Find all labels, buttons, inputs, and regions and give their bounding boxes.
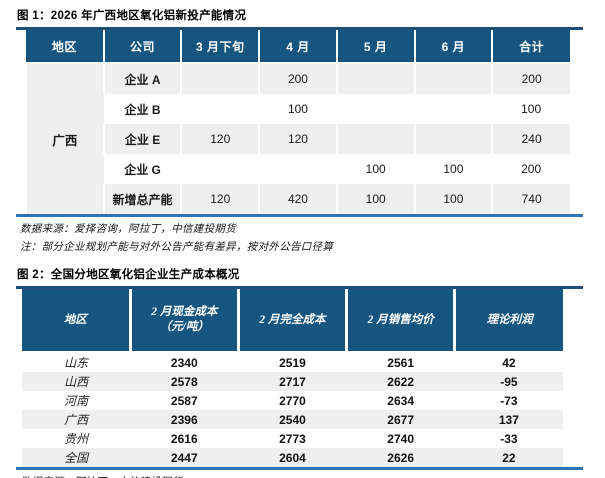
value-cell: -95 — [454, 372, 563, 391]
region-cell: 山东 — [64, 356, 89, 370]
company-cell: 新增总产能 — [102, 184, 182, 214]
value-cell: 2578 — [130, 372, 239, 391]
col-header-late-march: 3 月下旬 — [180, 30, 260, 64]
value-cell: 100 — [521, 102, 542, 116]
table-row: 山东 2340 2519 2561 42 — [22, 352, 563, 372]
value-cell: 2717 — [238, 372, 347, 391]
value-cell — [413, 124, 493, 154]
figure1-title-rule — [16, 27, 583, 30]
company-cell: 企业 B — [124, 102, 161, 117]
value-cell: 200 — [491, 63, 570, 94]
table-row: 企业 E 120 120 240 — [26, 124, 570, 154]
col-header-june: 6 月 — [413, 30, 493, 64]
company-cell: 企业 E — [102, 124, 182, 154]
col-header-avg-price: 2 月销售均价 — [345, 289, 455, 353]
figure1-header-row: 地区 公司 3 月下旬 4 月 5 月 6 月 合计 — [26, 30, 570, 64]
value-cell: 42 — [502, 355, 516, 370]
col-header-cash-cost: 2 月现金成本（元/吨） — [128, 289, 239, 353]
table-row-national: 全国 2447 2604 2626 22 — [22, 448, 563, 467]
value-cell: 2604 — [238, 448, 347, 467]
figure1-bottom-rule — [16, 214, 583, 217]
value-cell — [415, 94, 493, 124]
figure2-header-row: 地区 2 月现金成本（元/吨） 2 月完全成本 2 月销售均价 理论利润 — [22, 289, 563, 353]
value-cell: 137 — [454, 410, 563, 429]
col-header-may: 5 月 — [335, 30, 415, 64]
value-cell: 2540 — [238, 410, 347, 429]
value-cell: 2740 — [387, 431, 414, 446]
value-cell: 740 — [491, 184, 570, 214]
region-cell: 广西 — [25, 63, 104, 214]
value-cell: 420 — [258, 184, 337, 214]
value-cell: 120 — [258, 124, 337, 154]
table-row: 企业 G 100 100 200 — [26, 154, 570, 184]
figure2-cost-table: 地区 2 月现金成本（元/吨） 2 月完全成本 2 月销售均价 理论利润 山东 … — [22, 289, 563, 467]
col-header-region: 地区 — [26, 30, 104, 64]
figure1-title: 图 1：2026 年广西地区氧化铝新投产能情况 — [17, 10, 247, 22]
value-cell — [259, 154, 337, 184]
value-cell — [335, 63, 415, 94]
value-cell: 200 — [258, 63, 337, 94]
table-row: 贵州 2616 2773 2740 -33 — [22, 429, 563, 448]
value-cell: 100 — [413, 184, 493, 214]
table-row: 广西 2396 2540 2677 137 — [22, 410, 563, 429]
value-cell: 22 — [454, 448, 563, 467]
value-cell: 240 — [491, 124, 570, 154]
value-cell: 2340 — [170, 355, 198, 370]
value-cell — [335, 124, 415, 154]
value-cell: 120 — [180, 124, 260, 154]
table-row-total: 新增总产能 120 420 100 100 740 — [26, 184, 570, 214]
value-cell: 2622 — [346, 372, 455, 391]
figure1-source: 数据来源：爱择咨询，阿拉丁，中信建投期货 — [20, 224, 236, 235]
value-cell: 2634 — [387, 393, 414, 408]
value-cell: -33 — [500, 431, 518, 446]
value-cell: -73 — [500, 393, 518, 408]
value-cell: 2561 — [387, 355, 414, 370]
col-header-total: 合计 — [491, 30, 570, 64]
table-row: 山西 2578 2717 2622 -95 — [22, 372, 563, 391]
value-cell: 2587 — [170, 393, 198, 408]
value-cell: 2616 — [170, 431, 198, 446]
value-cell: 2519 — [279, 355, 306, 370]
figure1-capacity-table: 地区 公司 3 月下旬 4 月 5 月 6 月 合计 广西 企业 A 200 2… — [25, 30, 570, 214]
company-cell: 企业 A — [102, 63, 182, 94]
value-cell: 200 — [521, 162, 542, 176]
value-cell: 2773 — [279, 431, 306, 446]
region-cell: 贵州 — [64, 432, 89, 446]
company-cell: 企业 G — [124, 162, 161, 177]
value-cell — [181, 154, 259, 184]
value-cell: 100 — [335, 184, 415, 214]
table-row: 企业 B 100 100 — [26, 94, 570, 124]
value-cell — [181, 94, 259, 124]
value-cell: 2447 — [130, 448, 239, 467]
value-cell — [180, 63, 260, 94]
figure2-bottom-rule — [16, 467, 583, 470]
region-cell: 山西 — [22, 372, 131, 391]
table-row: 河南 2587 2770 2634 -73 — [22, 391, 563, 410]
value-cell: 120 — [180, 184, 260, 214]
table-row: 广西 企业 A 200 200 — [25, 63, 570, 214]
value-cell — [413, 63, 493, 94]
value-cell: 2770 — [279, 393, 306, 408]
col-header-region: 地区 — [22, 289, 131, 353]
col-header-company: 公司 — [102, 30, 182, 64]
figure2-title-rule — [16, 286, 583, 289]
col-header-full-cost: 2 月完全成本 — [236, 289, 347, 353]
figure2-title: 图 2：全国分地区氧化铝企业生产成本概况 — [17, 269, 240, 281]
value-cell: 100 — [443, 162, 464, 176]
region-cell: 全国 — [22, 448, 131, 467]
region-cell: 河南 — [64, 394, 89, 408]
region-cell: 广西 — [22, 410, 131, 429]
value-cell: 2626 — [346, 448, 455, 467]
value-cell — [337, 94, 415, 124]
value-cell: 100 — [287, 102, 308, 116]
col-header-profit: 理论利润 — [453, 289, 563, 353]
value-cell: 100 — [365, 162, 386, 176]
value-cell: 2396 — [130, 410, 239, 429]
col-header-april: 4 月 — [258, 30, 337, 64]
value-cell: 2677 — [346, 410, 455, 429]
figure1-note: 注：部分企业规划产能与对外公告产能有差异，按对外公告口径算 — [20, 242, 334, 253]
